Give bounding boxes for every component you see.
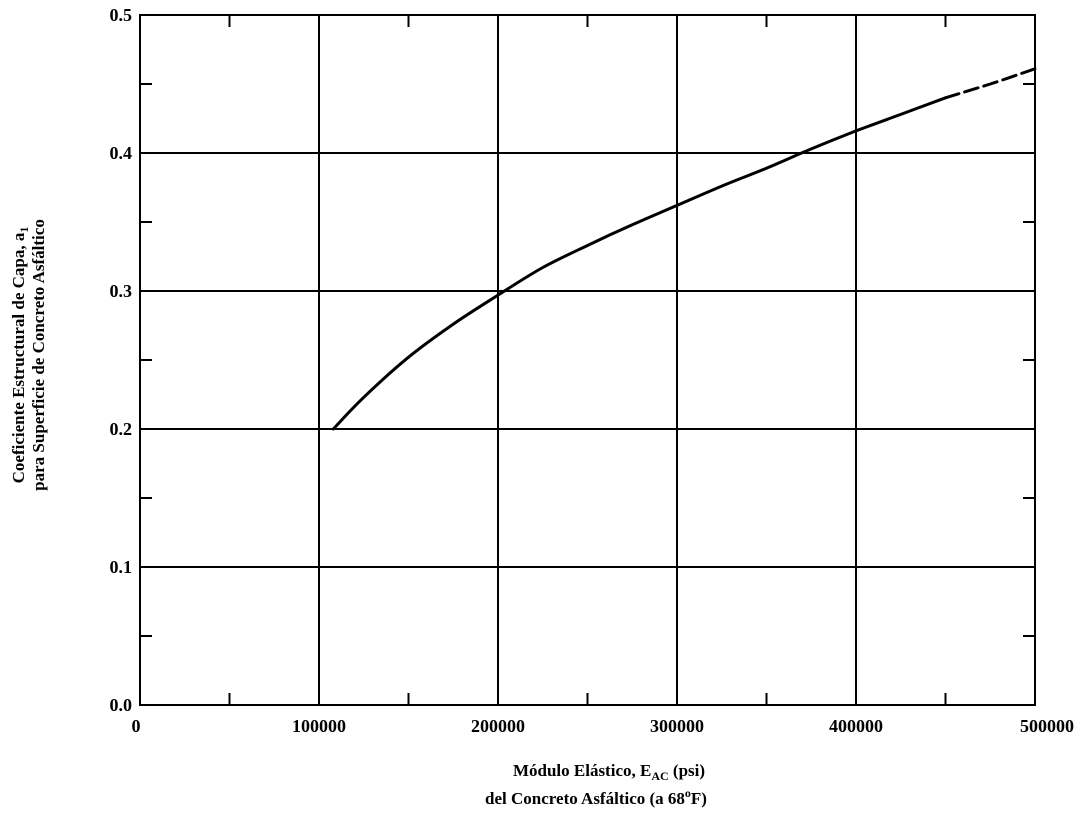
- axis-ticks: [140, 15, 1035, 705]
- y-tick-label: 0.1: [110, 557, 133, 577]
- x-axis-label-line1: Módulo Elástico, EAC (psi): [513, 761, 705, 783]
- x-tick-label: 300000: [650, 716, 704, 736]
- y-tick-label: 0.2: [110, 419, 133, 439]
- y-axis-label-subscript: 1: [17, 227, 31, 233]
- x-tick-label: 500000: [1020, 716, 1074, 736]
- x-axis-label-subscript: AC: [651, 769, 668, 783]
- y-tick-label: 0.4: [110, 143, 133, 163]
- tick-labels: 0 100000 200000 300000 400000 500000 0.0 0.1 0.2…: [110, 5, 1075, 736]
- y-tick-label: 0.0: [110, 695, 133, 715]
- data-series: [331, 67, 1037, 431]
- x-axis-label-line2: del Concreto Asfáltico (a 68oF): [485, 786, 707, 808]
- x-axis-label-unit: (psi): [669, 761, 705, 780]
- plot-frame: [139, 14, 1036, 706]
- grid-lines: [140, 15, 1035, 705]
- y-tick-label: 0.3: [110, 281, 133, 301]
- x-tick-label: 0: [132, 716, 141, 736]
- x-tick-label: 200000: [471, 716, 525, 736]
- y-axis-label-line2: para Superficie de Concreto Asfáltico: [29, 219, 48, 491]
- x-tick-label: 400000: [829, 716, 883, 736]
- x-axis-label-line2-end: F): [691, 789, 707, 808]
- y-axis-label-main: Coeficiente Estructural de Capa, a: [9, 232, 28, 483]
- x-axis-label-line2-main: del Concreto Asfáltico (a 68: [485, 789, 685, 808]
- y-tick-label: 0.5: [110, 5, 133, 25]
- x-tick-label: 100000: [292, 716, 346, 736]
- x-axis-label-main: Módulo Elástico, E: [513, 761, 651, 780]
- x-axis-label-degree: o: [685, 786, 691, 800]
- coefficient-curve: [331, 96, 947, 431]
- y-axis-label-line1: Coeficiente Estructural de Capa, a1: [9, 227, 31, 484]
- dashed-extrapolation-curve: [944, 67, 1037, 100]
